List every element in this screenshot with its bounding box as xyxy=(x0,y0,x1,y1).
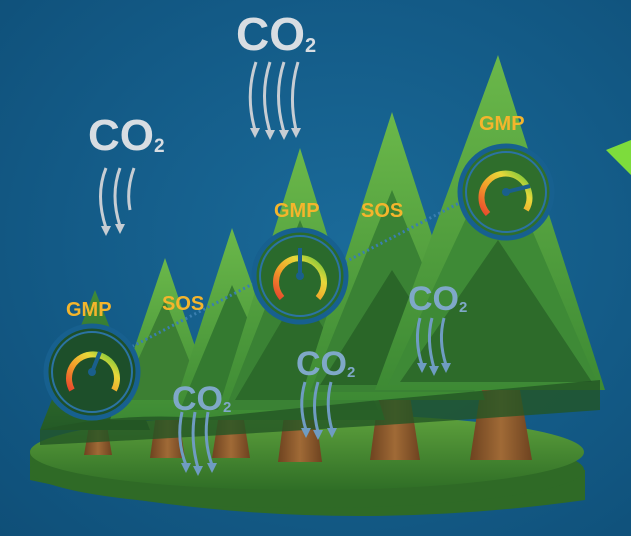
co2-arrows-soil xyxy=(178,317,448,469)
sos-label-left: SOS xyxy=(162,293,204,315)
co2-label-soil-left: CO2 xyxy=(172,380,231,418)
gmp-label-left: GMP xyxy=(66,299,112,321)
co2-arrowheads-soil xyxy=(181,363,451,476)
co2-arrows-top-left xyxy=(99,167,136,229)
gmp-label-center: GMP xyxy=(274,200,320,222)
co2-label-soil-center: CO2 xyxy=(296,345,355,383)
gmp-gauge-left xyxy=(43,323,141,421)
co2-arrows-top-center xyxy=(248,61,300,133)
gmp-gauge-right xyxy=(457,143,555,241)
co2-label-top-center: CO2 xyxy=(236,8,316,60)
gmp-gauge-center xyxy=(251,227,349,325)
sos-label-center: SOS xyxy=(361,200,403,222)
co2-arrowheads-top-center xyxy=(250,128,301,140)
co2-arrowheads-top-left xyxy=(101,224,125,236)
co2-label-top-left: CO2 xyxy=(88,111,165,160)
edge-marker xyxy=(606,140,631,175)
gauge-connectors xyxy=(109,198,466,360)
gmp-label-right: GMP xyxy=(479,113,525,135)
co2-label-soil-right: CO2 xyxy=(408,280,467,318)
